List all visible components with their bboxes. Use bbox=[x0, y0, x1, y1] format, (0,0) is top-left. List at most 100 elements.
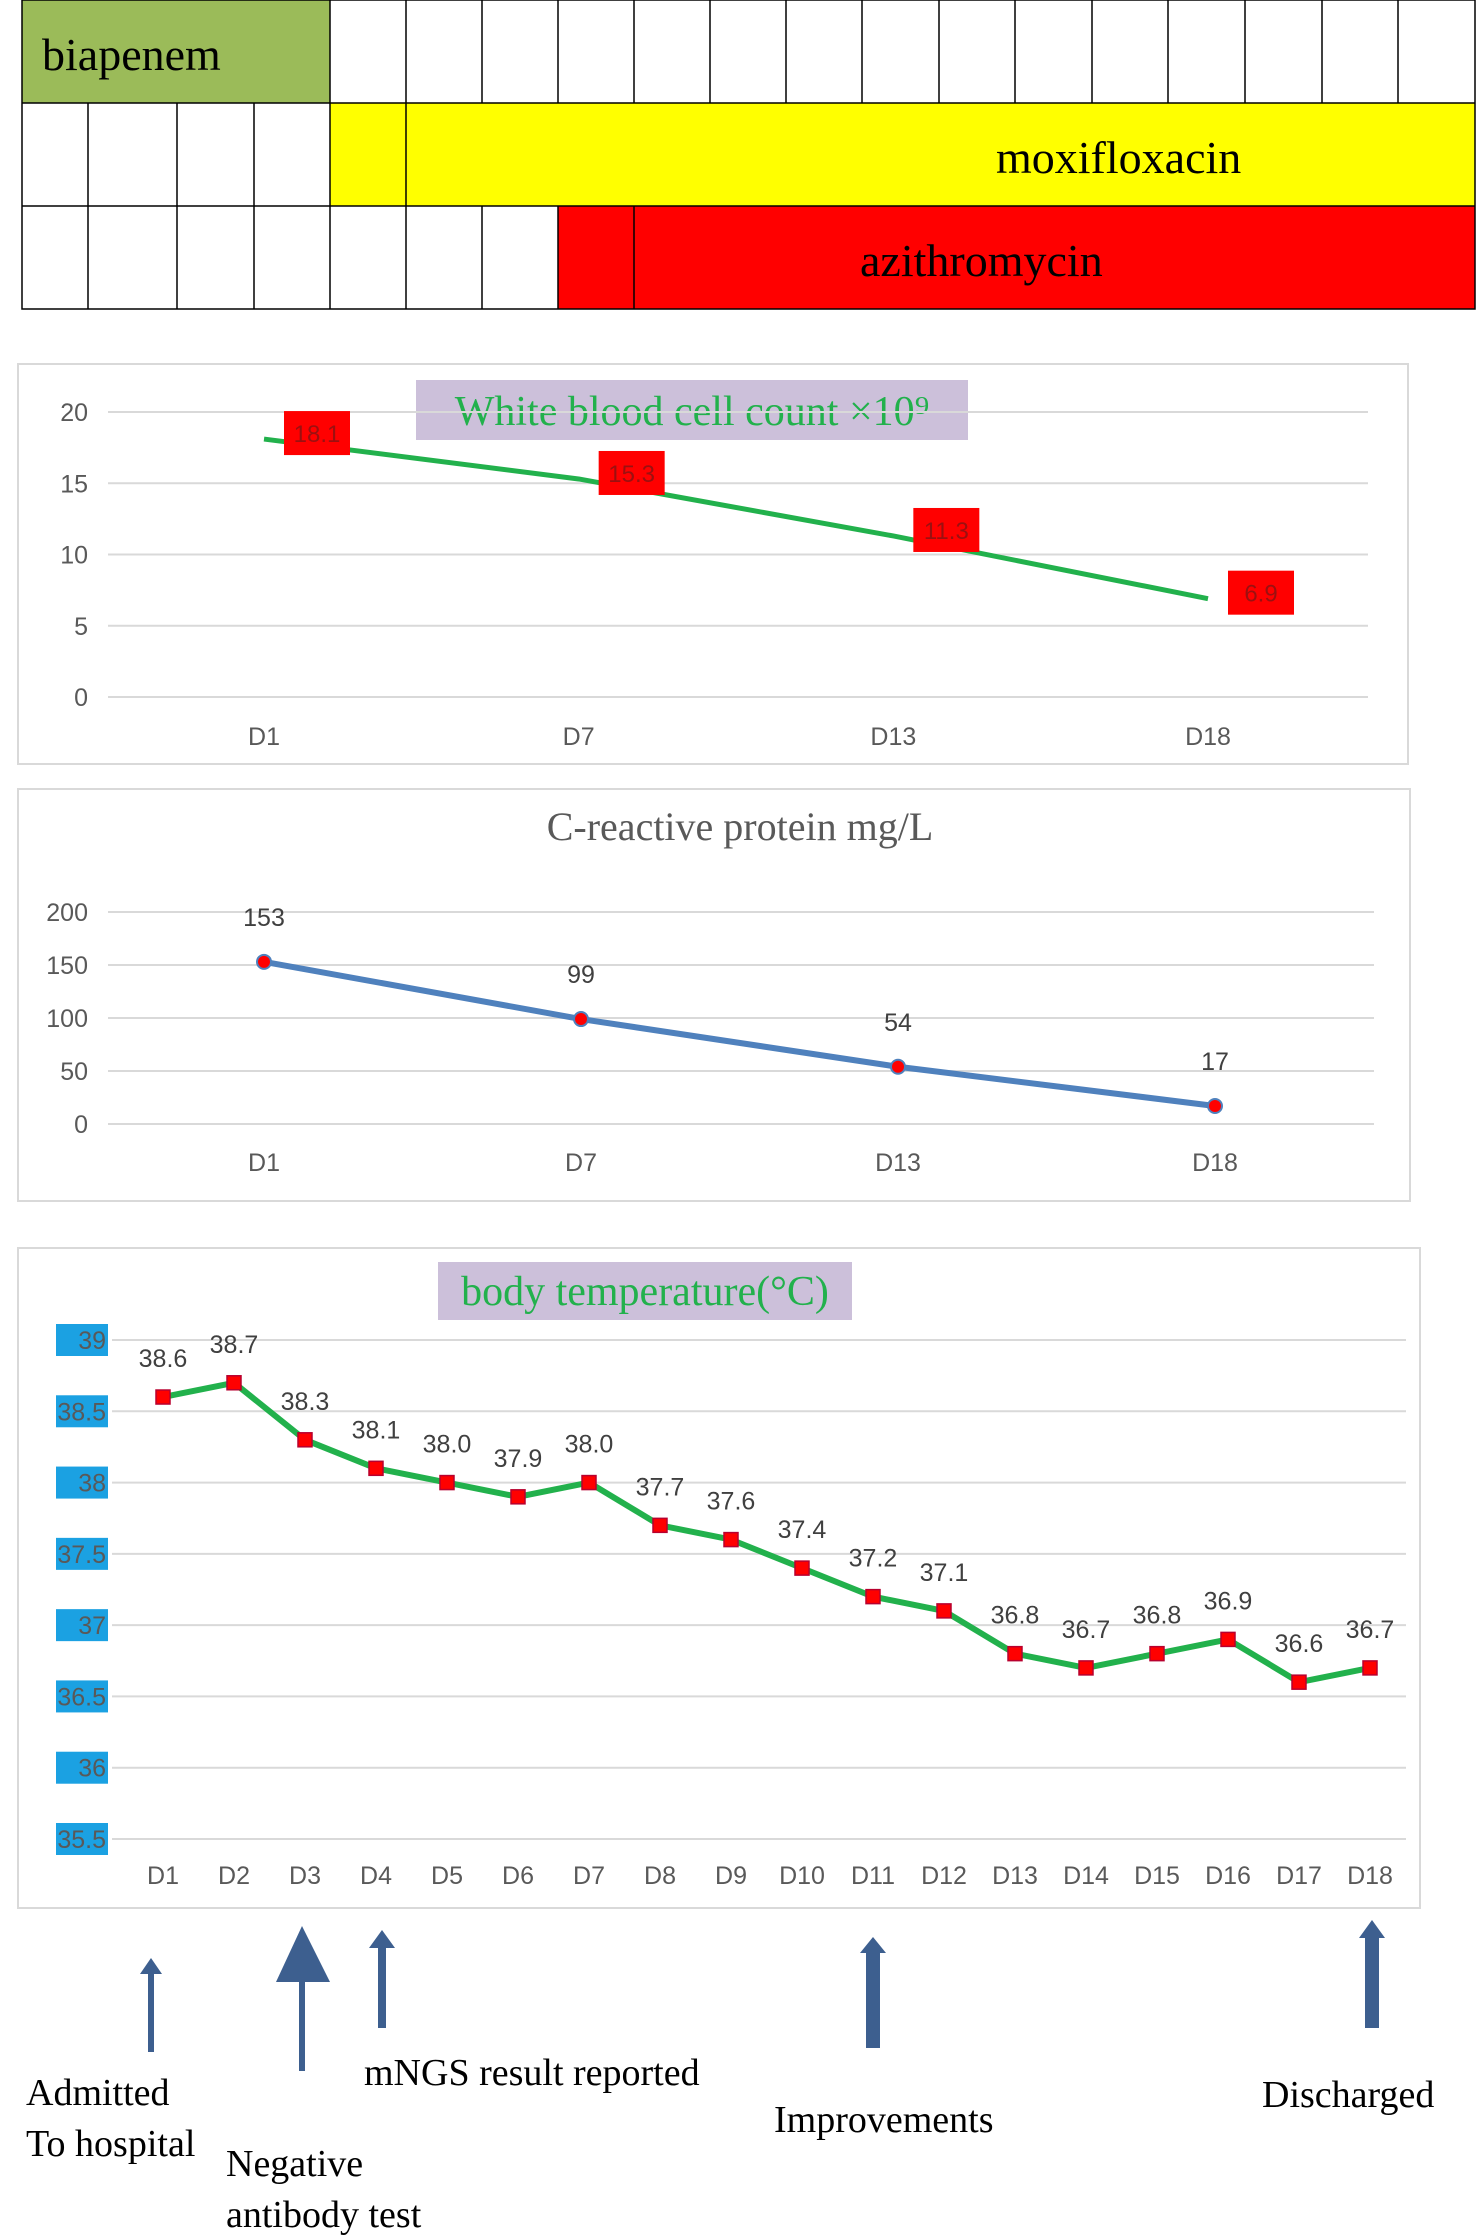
drug-timeline: biapenem moxifloxacin azithromycin bbox=[21, 0, 1476, 310]
negative-label-1: Negative bbox=[226, 2143, 363, 2185]
wbc-x-tick-label: D18 bbox=[1185, 723, 1231, 751]
wbc-data-label: 11.3 bbox=[924, 518, 969, 545]
crp-y-tick-label: 50 bbox=[60, 1058, 88, 1086]
temperature-chart: body temperature(°C) 35.53636.53737.5383… bbox=[17, 1247, 1421, 1909]
temp-x-tick-label: D9 bbox=[715, 1862, 747, 1890]
temp-point bbox=[1362, 1660, 1378, 1676]
crp-y-ticks: 0 50 100 150 200 bbox=[46, 899, 88, 1139]
temp-point bbox=[723, 1531, 739, 1548]
temp-x-tick-label: D5 bbox=[431, 1862, 463, 1890]
admitted-label-2: To hospital bbox=[26, 2123, 195, 2165]
temp-data-label: 36.8 bbox=[1133, 1602, 1182, 1630]
temp-data-label: 38.0 bbox=[423, 1431, 472, 1459]
wbc-x-tick-label: D7 bbox=[563, 723, 595, 751]
wbc-data-label: 15.3 bbox=[608, 461, 655, 488]
temp-y-tick-label: 35.5 bbox=[57, 1826, 106, 1854]
wbc-y-tick-label: 5 bbox=[74, 613, 88, 641]
wbc-y-tick-label: 15 bbox=[60, 470, 88, 498]
crp-data-label: 153 bbox=[243, 904, 285, 932]
temp-x-tick-label: D1 bbox=[147, 1862, 179, 1890]
temp-point bbox=[439, 1474, 455, 1491]
crp-x-tick-label: D18 bbox=[1192, 1149, 1238, 1177]
wbc-gridlines bbox=[108, 411, 1368, 698]
temp-point bbox=[1291, 1674, 1307, 1690]
temp-y-tick-bg bbox=[56, 1537, 108, 1570]
crp-x-tick-label: D13 bbox=[875, 1149, 921, 1177]
temp-x-tick-label: D3 bbox=[289, 1862, 321, 1890]
temp-x-tick-label: D18 bbox=[1347, 1862, 1393, 1890]
temp-x-tick-label: D11 bbox=[851, 1862, 895, 1890]
temp-data-label: 38.7 bbox=[210, 1331, 259, 1359]
temperature-chart-frame bbox=[17, 1247, 1421, 1909]
azithromycin-bar bbox=[558, 206, 1475, 309]
wbc-data-label-bg bbox=[1228, 570, 1294, 615]
temp-x-tick-label: D8 bbox=[644, 1862, 676, 1890]
temp-x-tick-label: D4 bbox=[360, 1862, 392, 1890]
temp-x-tick-label: D17 bbox=[1276, 1862, 1322, 1890]
temp-y-tick-bg bbox=[56, 1395, 108, 1428]
negative-test-arrow-icon bbox=[276, 1926, 330, 2071]
temp-point bbox=[936, 1603, 952, 1619]
wbc-data-label-bg bbox=[598, 450, 665, 495]
crp-y-tick-label: 100 bbox=[46, 1005, 88, 1033]
biapenem-bar bbox=[22, 0, 330, 103]
temp-point bbox=[1220, 1631, 1236, 1648]
temp-y-tick-label: 38.5 bbox=[57, 1398, 106, 1426]
event-labels: Admitted To hospital Negative antibody t… bbox=[26, 2052, 1434, 2236]
wbc-x-tick-label: D13 bbox=[870, 723, 916, 751]
temp-y-tick-bg bbox=[56, 1324, 108, 1356]
crp-data-label: 54 bbox=[884, 1009, 912, 1037]
temp-x-tick-label: D15 bbox=[1134, 1862, 1180, 1890]
temp-point bbox=[1078, 1660, 1094, 1676]
temp-point bbox=[297, 1432, 313, 1448]
crp-point bbox=[890, 1058, 906, 1075]
wbc-title-bg bbox=[416, 380, 968, 440]
temperature-x-ticks: D1 D2 D3 D4 D5 D6 D7 D8 D9 D10 D11 D12 D13 D14 D15 D16 D… bbox=[147, 1862, 1393, 1890]
temp-y-tick-label: 37.5 bbox=[57, 1541, 106, 1569]
temp-x-tick-label: D13 bbox=[992, 1862, 1038, 1890]
temperature-title-bg bbox=[438, 1262, 852, 1320]
temp-x-tick-label: D7 bbox=[573, 1862, 605, 1890]
temp-y-tick-label: 36 bbox=[78, 1755, 106, 1783]
temp-point bbox=[652, 1517, 668, 1534]
crp-x-ticks: D1 D7 D13 D18 bbox=[248, 1149, 1238, 1177]
wbc-y-ticks: 0 5 10 15 20 bbox=[60, 399, 88, 712]
temp-data-label: 38.0 bbox=[565, 1431, 614, 1459]
crp-chart-frame bbox=[17, 788, 1411, 1202]
temp-data-label: 36.9 bbox=[1204, 1587, 1253, 1615]
temp-y-tick-label: 39 bbox=[78, 1327, 106, 1355]
event-arrows bbox=[140, 1920, 1385, 2071]
wbc-y-tick-label: 10 bbox=[60, 542, 88, 570]
temp-y-tick-bg bbox=[56, 1609, 108, 1642]
improvements-arrow-icon bbox=[860, 1937, 886, 2048]
temperature-y-ticks: 35.5 36 36.5 37 37.5 38 38.5 39 bbox=[56, 1324, 108, 1855]
temp-data-label: 37.9 bbox=[494, 1445, 543, 1473]
temp-data-label: 37.2 bbox=[849, 1545, 898, 1573]
temp-data-label: 36.7 bbox=[1346, 1616, 1395, 1644]
wbc-y-tick-label: 0 bbox=[74, 684, 88, 712]
azithromycin-label: azithromycin bbox=[860, 235, 1103, 286]
temp-point bbox=[794, 1560, 810, 1576]
temp-point bbox=[865, 1588, 881, 1605]
temp-x-tick-label: D6 bbox=[502, 1862, 534, 1890]
crp-y-tick-label: 0 bbox=[74, 1111, 88, 1139]
mngs-label: mNGS result reported bbox=[364, 2052, 700, 2094]
wbc-line bbox=[263, 436, 1209, 602]
temp-data-label: 38.6 bbox=[139, 1345, 188, 1373]
temp-y-tick-bg bbox=[56, 1680, 108, 1713]
temp-data-label: 37.1 bbox=[920, 1559, 969, 1587]
temp-data-label: 36.6 bbox=[1275, 1630, 1324, 1658]
timeline-border bbox=[21, 0, 1476, 310]
timeline-grid bbox=[21, 0, 1476, 310]
biapenem-label: biapenem bbox=[42, 29, 221, 80]
temp-line bbox=[162, 1379, 1371, 1686]
crp-x-tick-label: D1 bbox=[248, 1149, 280, 1177]
crp-gridlines bbox=[108, 911, 1374, 1125]
discharged-arrow-icon bbox=[1359, 1920, 1385, 2028]
crp-point bbox=[1207, 1097, 1223, 1114]
crp-point bbox=[256, 953, 272, 970]
temp-data-label: 38.1 bbox=[352, 1416, 401, 1444]
temp-point bbox=[1007, 1645, 1023, 1662]
